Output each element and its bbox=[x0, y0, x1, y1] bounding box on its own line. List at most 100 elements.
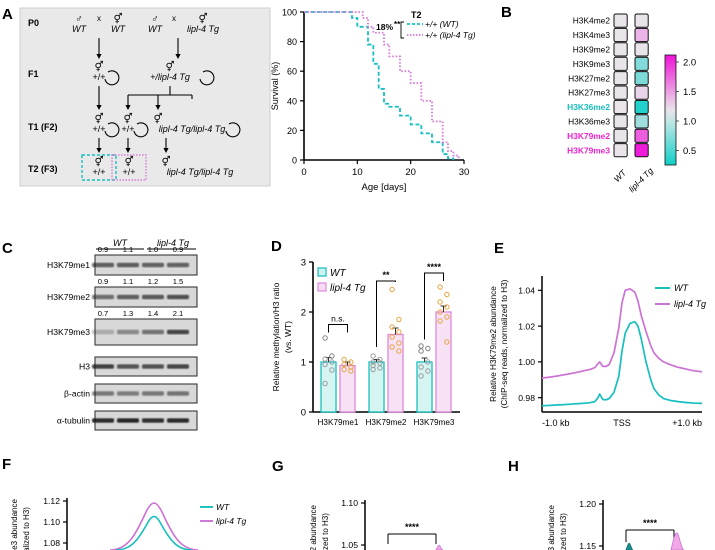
blot-band bbox=[117, 391, 139, 396]
panel-d-datapoint bbox=[425, 359, 431, 365]
panel-g-significance: **** bbox=[405, 522, 420, 532]
t2-a-symbol: ⚥ bbox=[94, 156, 103, 168]
heatmap-row-label: H3K36me2 bbox=[567, 102, 610, 112]
heatmap-cell bbox=[634, 143, 649, 158]
panel-g-ylabel-line1: H3K79me2 abundance bbox=[309, 505, 318, 550]
panel-f-ylabel-line1: H3K79me3 abundance bbox=[10, 499, 19, 550]
survival-annotation-significance: ** bbox=[394, 20, 401, 29]
survival-xtick: 30 bbox=[459, 167, 470, 178]
panel-f-label: F bbox=[2, 456, 12, 473]
blot-label: H3K79me1 bbox=[47, 260, 90, 270]
panel-d-legend-swatch-wt bbox=[317, 267, 327, 277]
panel-d-datapoint bbox=[370, 359, 376, 365]
heatmap-row-label: H3K4me3 bbox=[573, 30, 611, 40]
heatmap-col-label-wt: WT bbox=[612, 167, 629, 184]
t1-c-symbol: ⚥ bbox=[153, 113, 162, 125]
blot-band bbox=[117, 364, 139, 369]
survival-plot: 0 20 40 60 80 100 0 10 20 30 Survival (%) Age [d… bbox=[270, 8, 476, 194]
panel-e: E 0.98 1.00 1.02 1.04 -1.0 kb TSS +1.0 kb Rel… bbox=[480, 232, 715, 450]
heatmap-row-label: H3K9me3 bbox=[573, 59, 611, 69]
panel-f: F 1.08 1.10 1.12 H3K79me3 abundance (norma… bbox=[0, 450, 247, 550]
t2-c-genotype: lipl-4 Tg/lipl-4 Tg bbox=[167, 167, 234, 177]
blot-quantification: 0.9 bbox=[98, 245, 109, 254]
panel-d-category-labels: H3K79me1 H3K79me2 H3K79me3 bbox=[318, 418, 455, 427]
western-blot-set: WT lipl-4 Tg 0.9 1.1 1.0 0.9 H3K79me1 0.9 1.1 1… bbox=[47, 238, 198, 431]
colorbar-tick: 1.5 bbox=[683, 87, 696, 98]
blot-quantification: 1.0 bbox=[148, 245, 159, 254]
survival-ytick: 20 bbox=[287, 126, 297, 136]
heatmap-col-labels: WT lipl-4 Tg bbox=[612, 165, 656, 194]
panel-e-ylabel-line1: Relative H3K79me2 abundance bbox=[489, 286, 498, 402]
blot-band bbox=[117, 294, 139, 300]
heatmap-cell bbox=[634, 56, 649, 71]
panel-b: B H3K4me2 H3K4me3 H3K9me2 H3K9me3 H3K27me2 H3… bbox=[495, 0, 715, 200]
panel-d-datapoint bbox=[437, 309, 443, 315]
blot-quantification: 0.7 bbox=[98, 309, 109, 318]
panel-g-ylabel-line2: (normalized to H3) bbox=[321, 513, 330, 550]
survival-ytick: 40 bbox=[287, 96, 297, 106]
panel-e-ytick: 1.02 bbox=[518, 321, 535, 331]
panel-h-chart: 1.15 1.20 H3K79me3 abundance (normalized … bbox=[547, 499, 685, 550]
t1-b-genotype: +/+ bbox=[121, 124, 134, 134]
panel-d-datapoint bbox=[377, 356, 383, 363]
panel-d-bar-tg bbox=[435, 311, 452, 413]
p0-cross1-symbol: x bbox=[97, 14, 101, 23]
blot-label: H3K79me2 bbox=[47, 292, 90, 302]
panel-d-category: H3K79me1 bbox=[318, 418, 359, 427]
survival-ytick: 60 bbox=[287, 67, 297, 77]
blot-label: H3 bbox=[79, 362, 90, 372]
survival-y-ticks: 0 20 40 60 80 100 bbox=[282, 8, 304, 166]
panel-d-ytick: 1 bbox=[301, 358, 306, 369]
heatmap-colorbar-ticks: 2.0 1.5 1.0 0.5 bbox=[676, 58, 696, 157]
panel-e-curve-0 bbox=[541, 320, 703, 407]
survival-ytick: 100 bbox=[282, 8, 297, 18]
survival-chart: 0 20 40 60 80 100 0 10 20 30 Survival (%) Age [d… bbox=[268, 0, 493, 200]
blot-band bbox=[142, 364, 164, 369]
panel-d-datapoint bbox=[341, 366, 347, 373]
panel-d-bars bbox=[320, 284, 452, 413]
panel-d-datapoint bbox=[396, 316, 402, 323]
t2-b-genotype: +/+ bbox=[122, 167, 135, 177]
survival-xtick: 20 bbox=[405, 167, 416, 178]
panel-d-significance: **** bbox=[427, 262, 442, 272]
p0-male2-symbol: ♂ bbox=[151, 14, 159, 25]
t2-c-symbol: ⚥ bbox=[161, 156, 170, 168]
panel-d-datapoint bbox=[341, 356, 347, 363]
panel-h-y-ticks: 1.15 1.20 bbox=[579, 499, 603, 550]
p0-herm1-genotype: WT bbox=[111, 24, 126, 34]
panel-d-datapoint bbox=[329, 367, 335, 373]
heatmap-row-label: H3K36me3 bbox=[568, 117, 610, 127]
histone-heatmap: H3K4me2 H3K4me3 H3K9me2 H3K9me3 H3K27me2 H3K2… bbox=[567, 13, 696, 194]
panel-d-datapoint bbox=[370, 366, 376, 373]
panel-d-category: H3K79me3 bbox=[414, 418, 455, 427]
blot-quantification: 1.1 bbox=[123, 245, 134, 254]
panel-h-label: H bbox=[508, 458, 519, 475]
panel-d-datapoint bbox=[341, 361, 347, 368]
blot-band bbox=[92, 294, 114, 300]
blot-band bbox=[167, 391, 189, 396]
panel-f-ytick: 1.08 bbox=[43, 538, 60, 548]
panel-e-curve-1 bbox=[541, 288, 703, 379]
survival-curve-1 bbox=[304, 11, 460, 160]
panel-e-ytick: 1.00 bbox=[518, 357, 535, 367]
panel-h-ytick: 1.20 bbox=[579, 499, 596, 509]
blot-label: H3K79me3 bbox=[47, 327, 90, 337]
blot-quantification: 1.4 bbox=[148, 309, 159, 318]
panel-e-xtick: +1.0 kb bbox=[672, 418, 702, 428]
survival-curves bbox=[304, 11, 460, 160]
heatmap-cell bbox=[613, 128, 628, 143]
panel-d-category: H3K79me2 bbox=[366, 418, 407, 427]
panel-d-datapoint bbox=[418, 343, 424, 349]
blot-quantification: 0.9 bbox=[173, 245, 184, 254]
f1-right-genotype: +/lipl-4 Tg bbox=[150, 72, 190, 82]
panel-d-ytick: 0 bbox=[301, 408, 306, 419]
panel-d-ylabel-line1: Relative methylation/H3 ratio bbox=[271, 282, 281, 391]
panel-f-ytick: 1.10 bbox=[43, 517, 60, 527]
t1-a-symbol: ⚥ bbox=[94, 113, 103, 125]
pedigree-row-f1: F1 bbox=[28, 69, 39, 79]
blot-band bbox=[167, 329, 189, 335]
panel-d-datapoint bbox=[444, 291, 450, 298]
panel-d-datapoint bbox=[322, 361, 328, 368]
blot-group-headers: WT lipl-4 Tg bbox=[96, 238, 196, 250]
panel-d-significance: n.s.****** bbox=[328, 262, 444, 347]
